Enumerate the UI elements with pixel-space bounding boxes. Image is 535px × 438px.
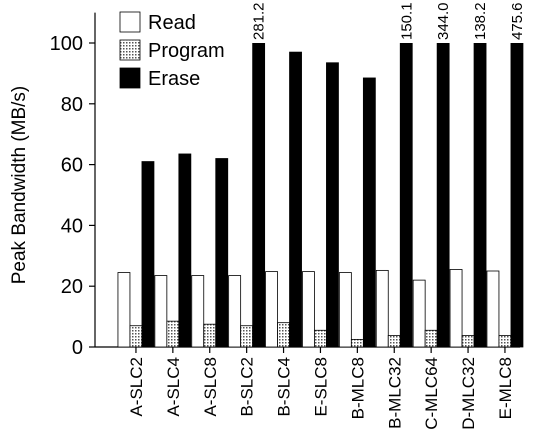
bar xyxy=(424,329,438,348)
bar xyxy=(277,322,290,348)
y-tick-label: 100 xyxy=(50,33,83,55)
y-tick-label: 20 xyxy=(61,276,83,298)
legend-label: Program xyxy=(148,40,225,62)
y-tick-label: 40 xyxy=(61,215,83,237)
bar xyxy=(486,270,500,348)
bar xyxy=(117,272,131,348)
bar xyxy=(375,269,389,348)
bar xyxy=(362,77,376,348)
x-tick-label: E-SLC8 xyxy=(311,357,330,417)
bar xyxy=(473,43,487,348)
bar xyxy=(338,272,352,348)
bar xyxy=(228,275,242,348)
x-tick-label: D-MLC32 xyxy=(459,357,478,430)
bar xyxy=(289,51,302,348)
value-label: 150.1 xyxy=(398,2,415,40)
bar xyxy=(191,275,205,348)
bar xyxy=(203,323,217,348)
bar xyxy=(265,271,278,348)
y-tick-label: 60 xyxy=(61,155,83,177)
value-label: 344.0 xyxy=(435,2,452,40)
bar xyxy=(387,335,401,348)
bar xyxy=(412,279,426,348)
bar xyxy=(436,43,450,348)
legend-swatch xyxy=(119,11,141,33)
x-tick-label: B-MLC8 xyxy=(348,357,367,419)
bar xyxy=(399,43,413,348)
bar xyxy=(240,325,254,348)
bar xyxy=(141,161,155,348)
y-tick-label: 0 xyxy=(72,337,83,359)
bar xyxy=(154,275,168,348)
legend-label: Erase xyxy=(148,68,200,90)
value-label: 475.6 xyxy=(509,2,526,40)
bar xyxy=(326,62,339,348)
bar xyxy=(129,325,143,348)
x-tick-label: A-SLC8 xyxy=(201,357,220,417)
x-tick-label: A-SLC4 xyxy=(164,357,183,417)
bar xyxy=(302,271,315,348)
bar xyxy=(314,329,327,348)
bar xyxy=(510,43,524,348)
bar xyxy=(252,43,266,348)
bar xyxy=(166,320,180,348)
bar xyxy=(498,335,512,348)
x-tick-label: B-MLC32 xyxy=(385,357,404,429)
y-axis-label: Peak Bandwidth (MB/s) xyxy=(9,86,30,285)
legend-swatch xyxy=(119,39,141,61)
bar xyxy=(178,153,192,348)
y-tick-label: 80 xyxy=(61,94,83,116)
x-tick-label: C-MLC64 xyxy=(422,357,441,430)
legend-label: Read xyxy=(148,12,196,34)
bar xyxy=(350,338,364,348)
x-tick-label: E-MLC8 xyxy=(496,357,515,419)
x-tick-label: A-SLC2 xyxy=(127,357,146,417)
legend-swatch xyxy=(119,67,141,89)
bar xyxy=(215,158,229,348)
bars xyxy=(117,43,524,348)
value-label: 138.2 xyxy=(472,2,489,40)
value-label: 281.2 xyxy=(251,2,268,40)
bar xyxy=(461,335,475,348)
x-tick-label: B-SLC4 xyxy=(275,357,294,417)
bar xyxy=(449,269,463,348)
x-tick-label: B-SLC2 xyxy=(238,357,257,417)
